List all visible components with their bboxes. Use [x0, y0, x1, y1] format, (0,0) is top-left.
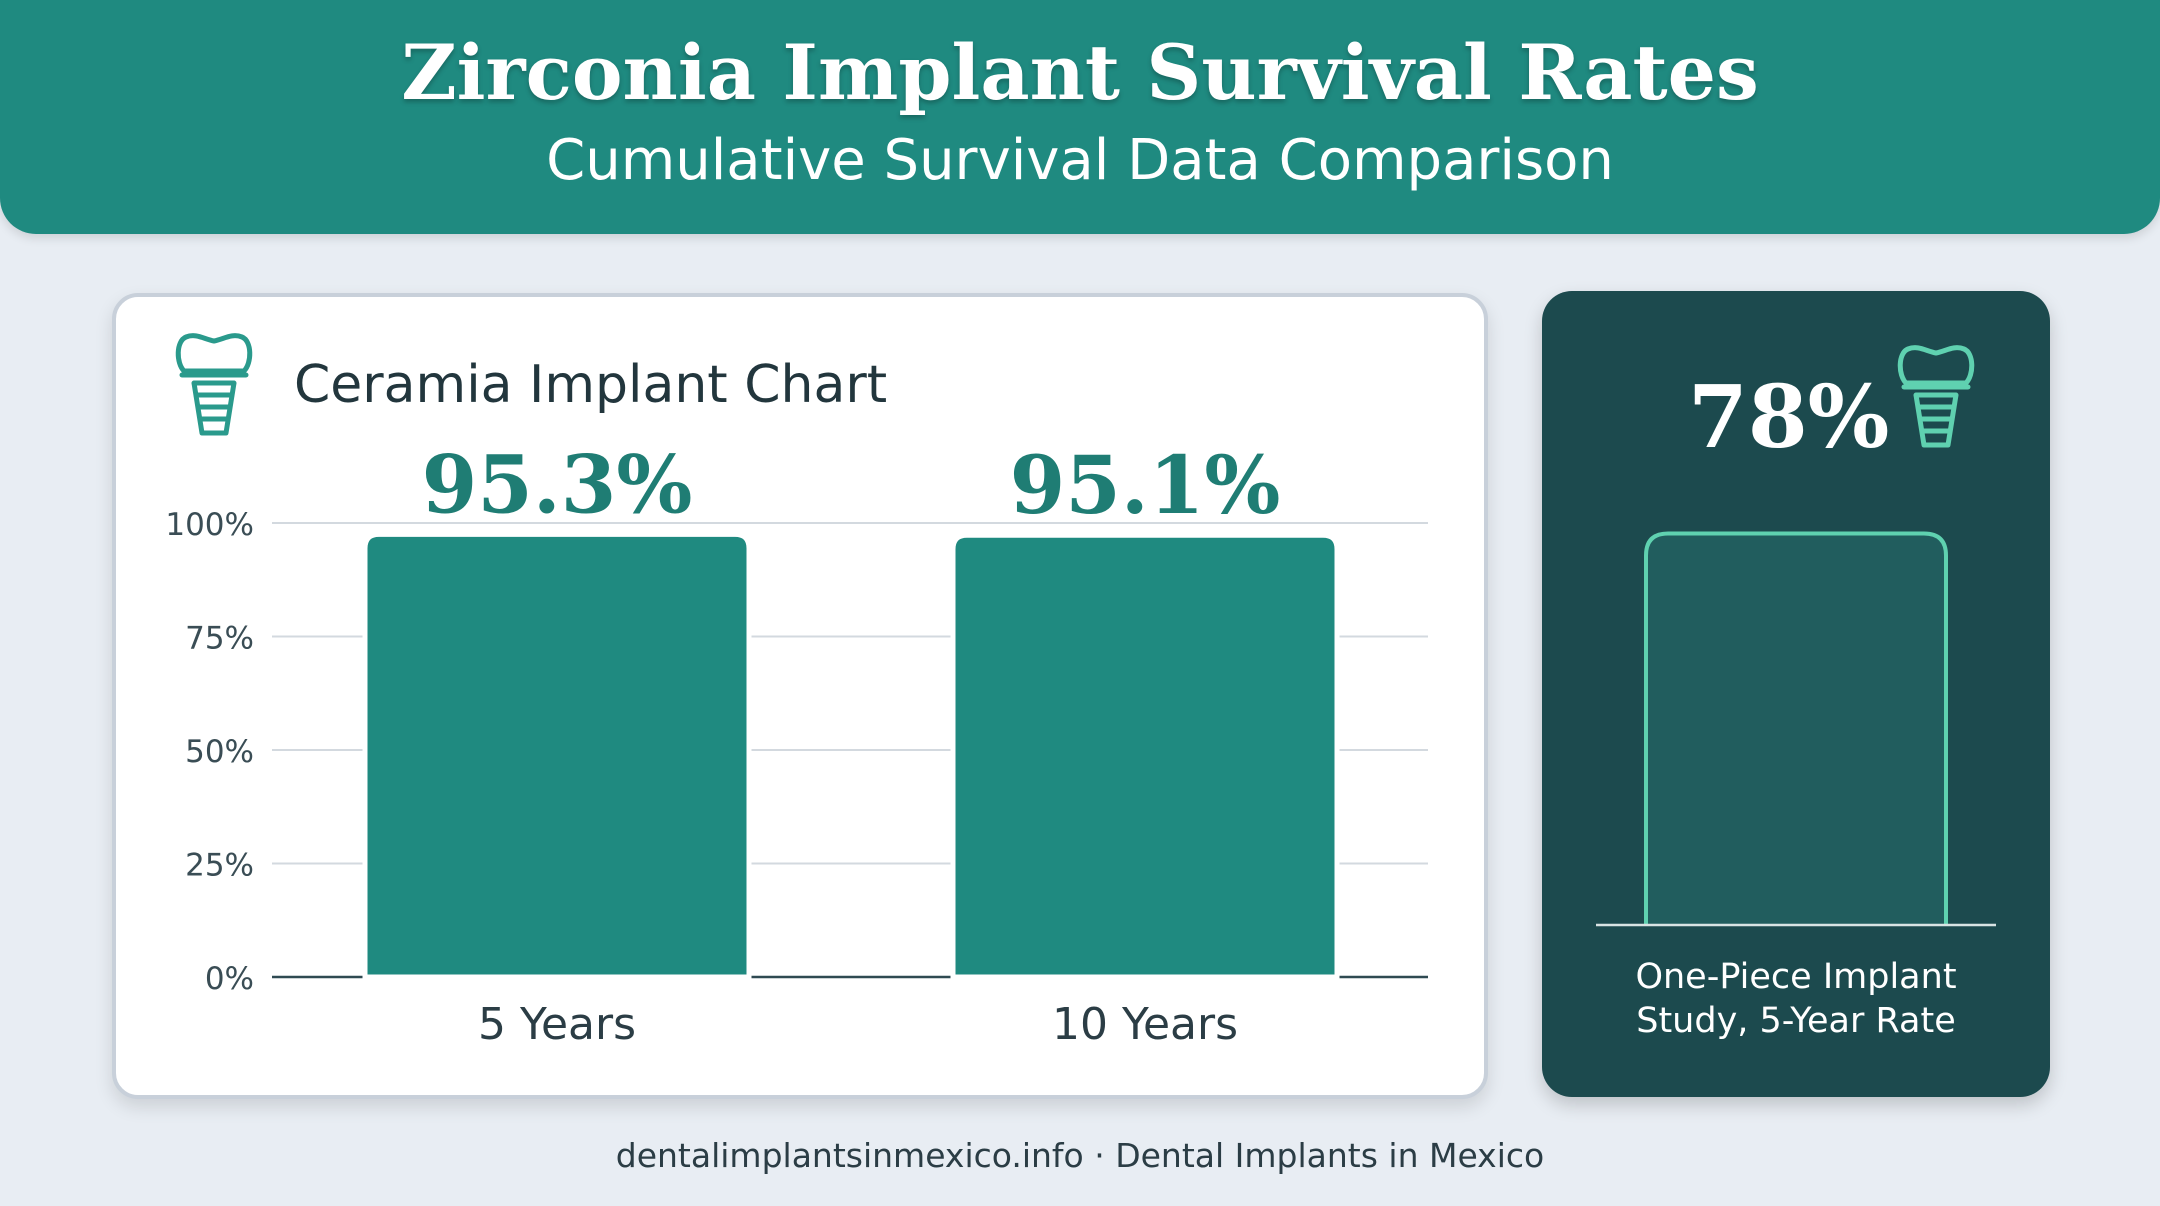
survival-bar-chart: 0% 25% 50% 75% 100% 95.3% 5 Years 95.1% 10 Years: [165, 437, 1428, 1050]
bar-value-label: 95.1%: [1010, 438, 1281, 532]
one-piece-stat-panel: 78% One-Piece Implant Study, 5-Year Rate: [1542, 291, 2050, 1097]
bar-1: [362, 531, 752, 980]
y-tick-label: 100%: [165, 507, 254, 543]
chart-card: Ceramia Implant Chart 0% 25% 50% 75% 100% 95.…: [112, 293, 1488, 1099]
dental-implant-icon: [1897, 345, 1975, 448]
one-piece-bar: [1646, 533, 1946, 925]
x-category-label: 5 Years: [478, 999, 636, 1050]
header-banner: Zirconia Implant Survival Rates Cumulati…: [0, 0, 2160, 234]
page-title: Zirconia Implant Survival Rates: [401, 28, 1759, 117]
bar-2: [950, 532, 1340, 980]
one-piece-caption: One-Piece Implant Study, 5-Year Rate: [1542, 955, 2050, 1043]
y-tick-label: 50%: [185, 734, 254, 770]
dental-implant-icon: [175, 333, 253, 436]
one-piece-bar-outline: [1644, 531, 1948, 925]
y-tick-label: 25%: [185, 848, 254, 884]
caption-line-1: One-Piece Implant: [1635, 957, 1957, 997]
page-subtitle: Cumulative Survival Data Comparison: [546, 128, 1614, 193]
footer-source: dentalimplantsinmexico.info · Dental Imp…: [615, 1136, 1545, 1175]
y-tick-label: 75%: [185, 621, 254, 657]
one-piece-survival-value: 78%: [1688, 367, 1890, 468]
caption-line-2: Study, 5-Year Rate: [1636, 1001, 1956, 1041]
bar-value-label: 95.3%: [422, 437, 693, 531]
x-category-label: 10 Years: [1052, 999, 1238, 1050]
y-tick-label: 0%: [205, 961, 254, 997]
one-piece-bar-chart: [1596, 531, 1996, 927]
chart-title: Ceramia Implant Chart: [294, 355, 888, 415]
